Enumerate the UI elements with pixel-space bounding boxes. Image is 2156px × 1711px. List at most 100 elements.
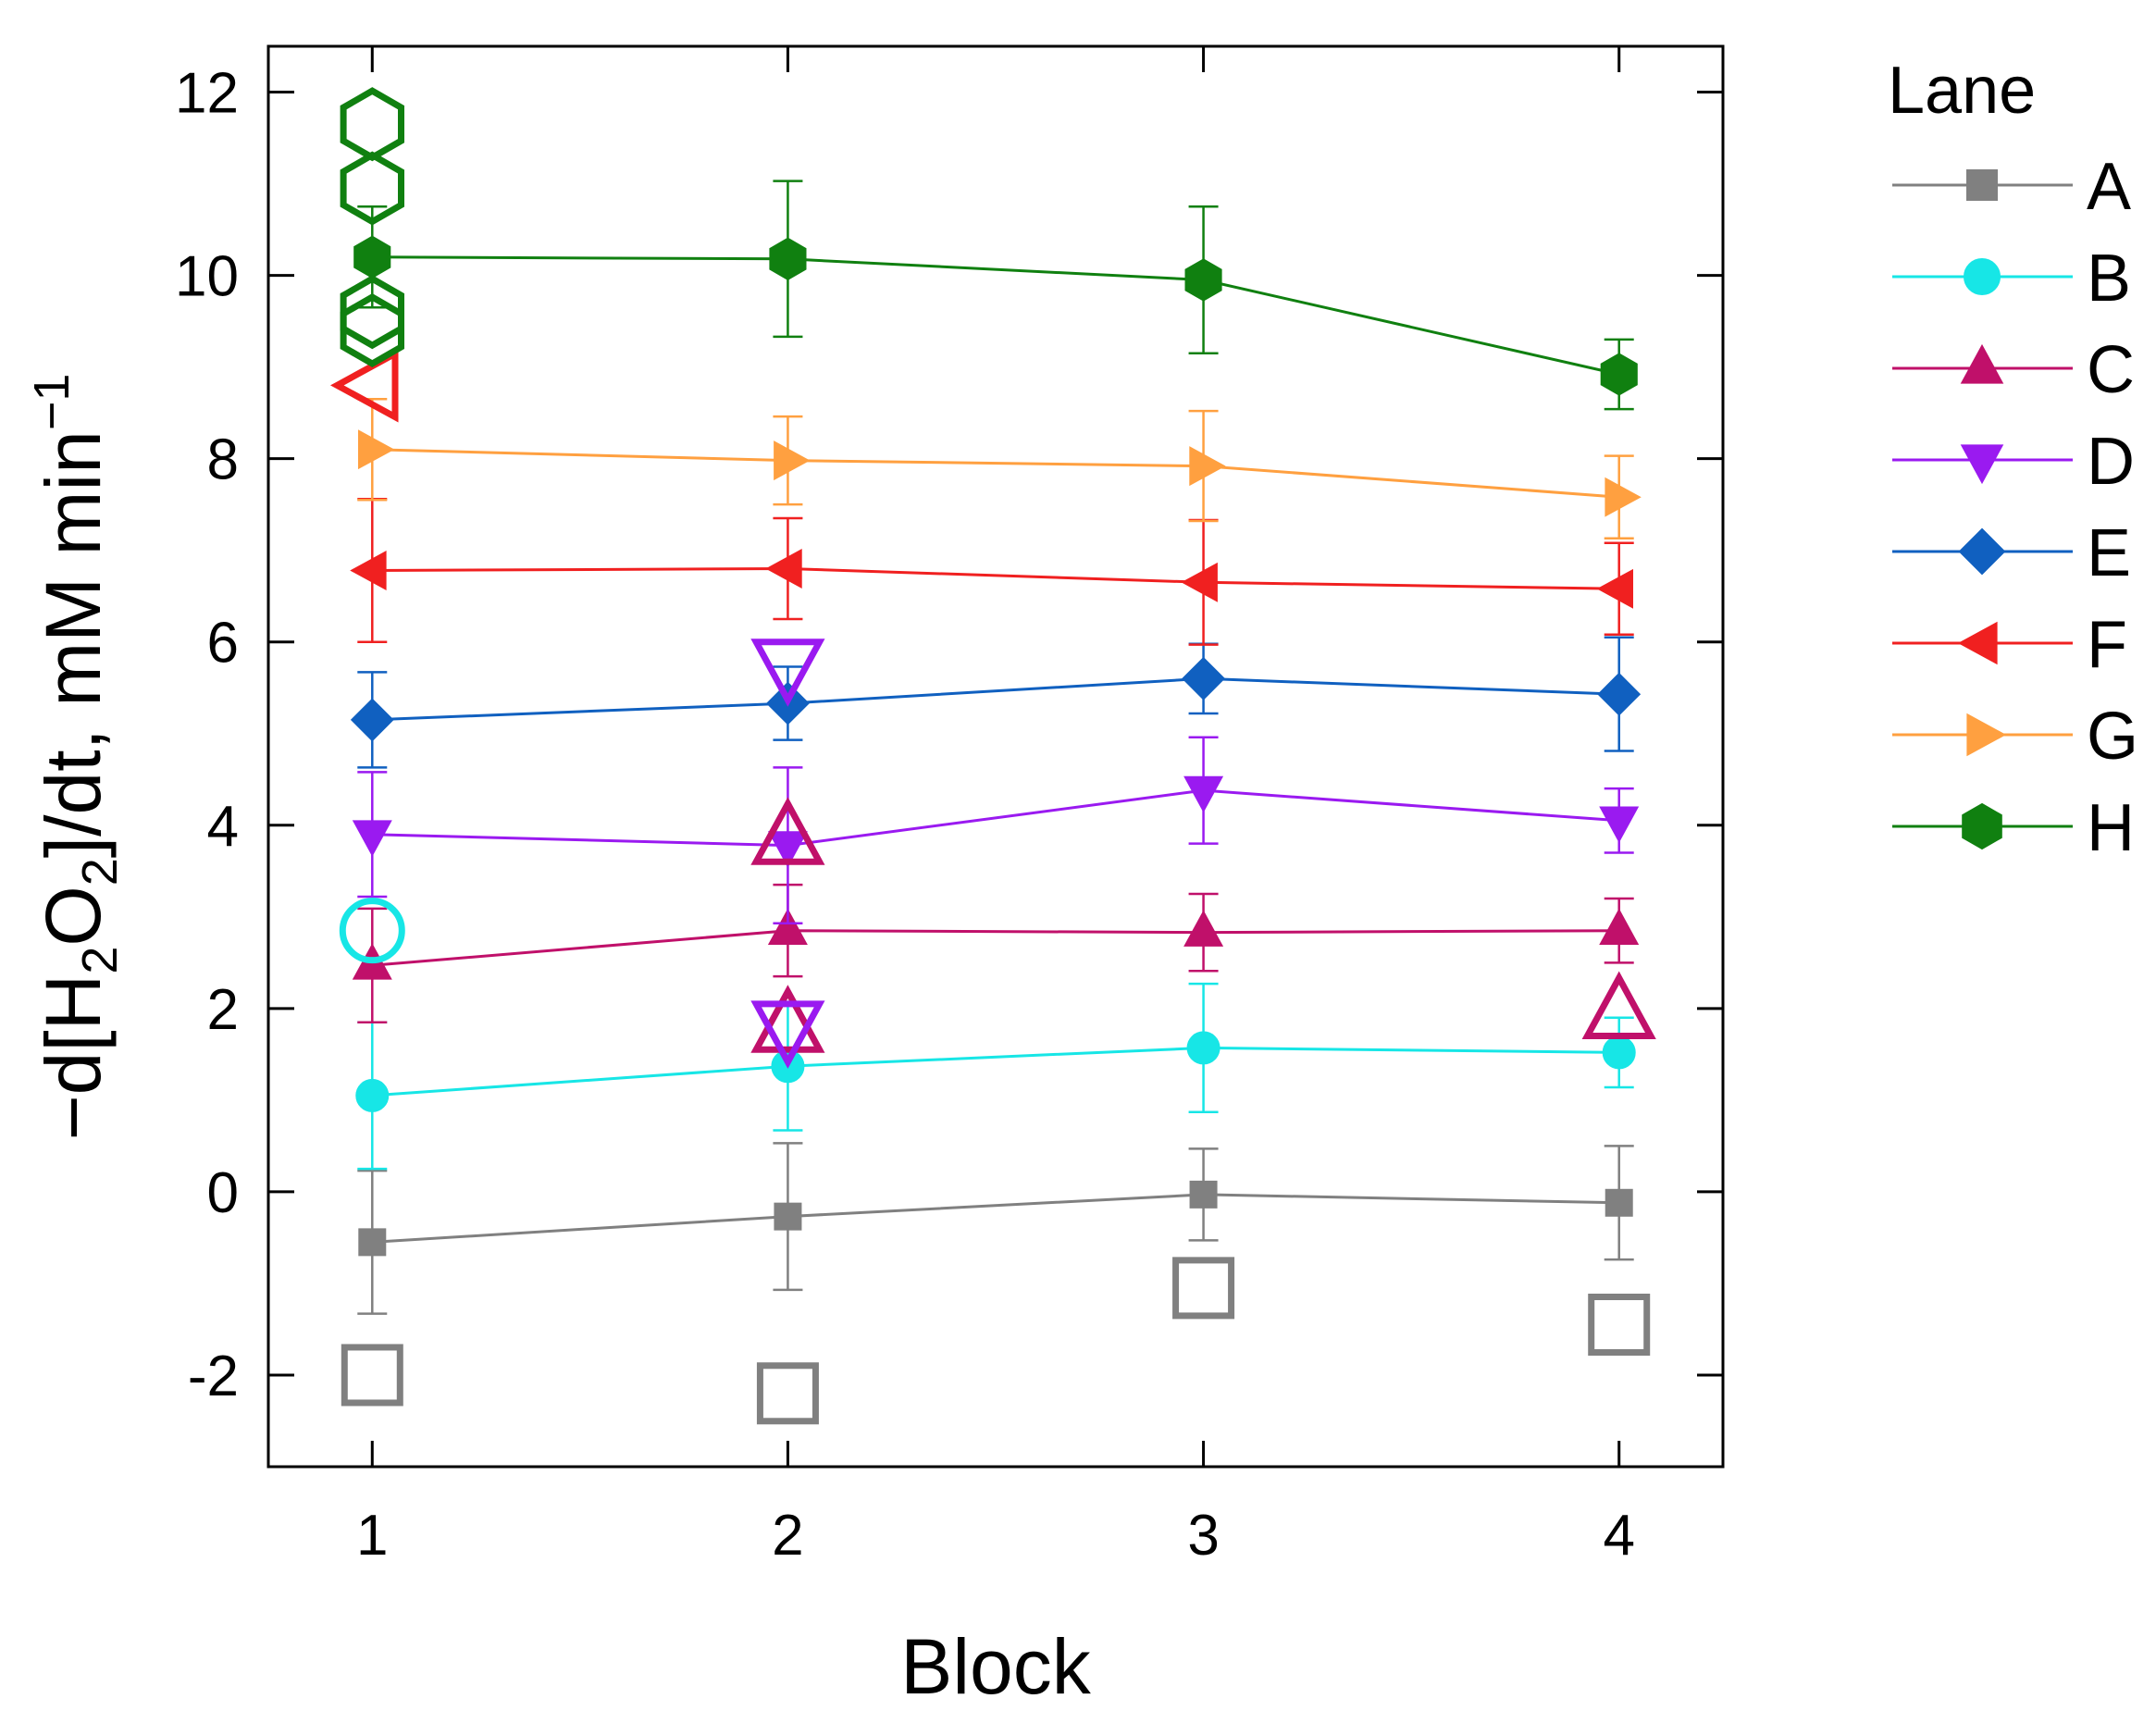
data-point-h	[1600, 353, 1638, 396]
legend-label-d: D	[2087, 425, 2135, 499]
series-line-f	[372, 566, 1619, 590]
legend-label-e: E	[2087, 516, 2131, 590]
data-point-f	[765, 549, 802, 589]
data-point-f	[350, 551, 387, 590]
data-point-a	[1189, 1180, 1218, 1209]
outliers-c	[750, 797, 1656, 1053]
legend-item-b: B	[1892, 242, 2131, 316]
outliers-d	[750, 639, 825, 1069]
legend-item-e: E	[1892, 516, 2131, 590]
data-point-g	[1605, 477, 1642, 517]
outlier-point-c	[750, 985, 825, 1053]
outlier-point-d	[750, 1000, 825, 1069]
x-axis-label: Block	[900, 1623, 1091, 1706]
data-point-c	[1183, 910, 1224, 947]
series-b	[355, 982, 1636, 1171]
y-tick-label: 6	[207, 612, 239, 676]
outlier-point-d	[750, 639, 825, 707]
y-tick-label: 8	[207, 428, 239, 492]
data-point-e	[1182, 656, 1226, 701]
series-f	[350, 497, 1634, 646]
series-line-e	[372, 676, 1619, 722]
data-point-a	[774, 1202, 802, 1231]
data-point-c	[767, 908, 808, 945]
y-label-prefix: −d[H	[30, 974, 117, 1141]
legend-label-a: A	[2087, 150, 2131, 224]
data-point-d	[1599, 806, 1640, 843]
legend-marker-c	[1960, 343, 2004, 384]
x-tick-label: 2	[772, 1504, 803, 1568]
legend-item-d: D	[1892, 425, 2135, 499]
data-point-a	[1605, 1188, 1633, 1217]
series-line-h	[372, 255, 1620, 376]
data-point-d	[352, 820, 392, 857]
data-point-h	[1184, 258, 1222, 302]
y-axis-label: −d[H2O2]/dt, mM min−1	[24, 374, 128, 1141]
legend-label-h: H	[2087, 791, 2135, 865]
data-point-e	[1597, 672, 1642, 716]
y-label-suffix: ]/dt, mM min	[30, 430, 117, 858]
legend-label-g: G	[2087, 700, 2138, 774]
legend-marker-d	[1960, 444, 2004, 485]
series-e	[350, 636, 1642, 769]
outlier-point-a	[1172, 1257, 1235, 1320]
data-point-b	[1186, 1031, 1220, 1065]
legend-label-b: B	[2087, 242, 2131, 316]
data-point-g	[1189, 446, 1226, 487]
legend-label-c: C	[2087, 333, 2135, 407]
y-tick-label: 0	[207, 1161, 239, 1225]
legend-item-h: H	[1892, 791, 2135, 865]
data-point-d	[767, 831, 808, 868]
x-tick-label: 4	[1603, 1504, 1634, 1568]
data-point-d	[1183, 775, 1224, 813]
legend-item-f: F	[1892, 608, 2127, 682]
outlier-point-h	[340, 275, 404, 350]
series-line-b	[372, 1046, 1619, 1097]
y-tick-label: 2	[207, 978, 239, 1042]
outlier-point-a	[1588, 1294, 1651, 1356]
y-label-mid: O	[30, 886, 117, 946]
y-label-sub-1: 2	[72, 947, 128, 974]
y-label-sup: −1	[24, 374, 80, 431]
outliers-a	[341, 1257, 1651, 1425]
legend-title: Lane	[1888, 54, 2036, 128]
series-line-a	[372, 1193, 1619, 1244]
legend-marker-a	[1966, 169, 1998, 201]
x-tick-label: 1	[356, 1504, 388, 1568]
legend-marker-b	[1964, 258, 2001, 295]
y-tick-label: 10	[175, 245, 239, 309]
data-point-h	[353, 235, 391, 279]
series-line-g	[372, 448, 1619, 499]
outliers-b	[339, 898, 405, 964]
outlier-point-a	[756, 1362, 819, 1425]
legend-marker-f	[1957, 621, 1998, 665]
data-point-h	[769, 237, 807, 280]
series-c	[352, 883, 1640, 1023]
y-label-sub-2: 2	[72, 858, 128, 886]
series-line-c	[372, 929, 1619, 967]
y-tick-label: -2	[188, 1345, 239, 1408]
legend-item-c: C	[1892, 333, 2135, 407]
outlier-point-f	[329, 348, 399, 423]
series-g	[357, 398, 1642, 540]
outlier-point-c	[1581, 971, 1656, 1039]
legend-item-g: G	[1892, 700, 2138, 774]
outlier-point-b	[339, 898, 405, 964]
outlier-point-h	[340, 292, 404, 368]
data-point-b	[355, 1078, 390, 1112]
outlier-point-a	[341, 1344, 403, 1407]
series-h	[353, 180, 1638, 411]
data-point-g	[774, 440, 811, 481]
outlier-point-h	[340, 151, 404, 226]
outlier-point-h	[340, 87, 404, 162]
y-tick-label: 12	[175, 62, 239, 126]
legend-label-f: F	[2087, 608, 2127, 682]
data-point-a	[358, 1228, 387, 1257]
series-a	[357, 1142, 1634, 1315]
data-point-f	[1181, 562, 1218, 602]
y-tick-label: 4	[207, 795, 239, 859]
outliers-f	[329, 348, 399, 423]
legend-marker-e	[1958, 527, 2006, 576]
